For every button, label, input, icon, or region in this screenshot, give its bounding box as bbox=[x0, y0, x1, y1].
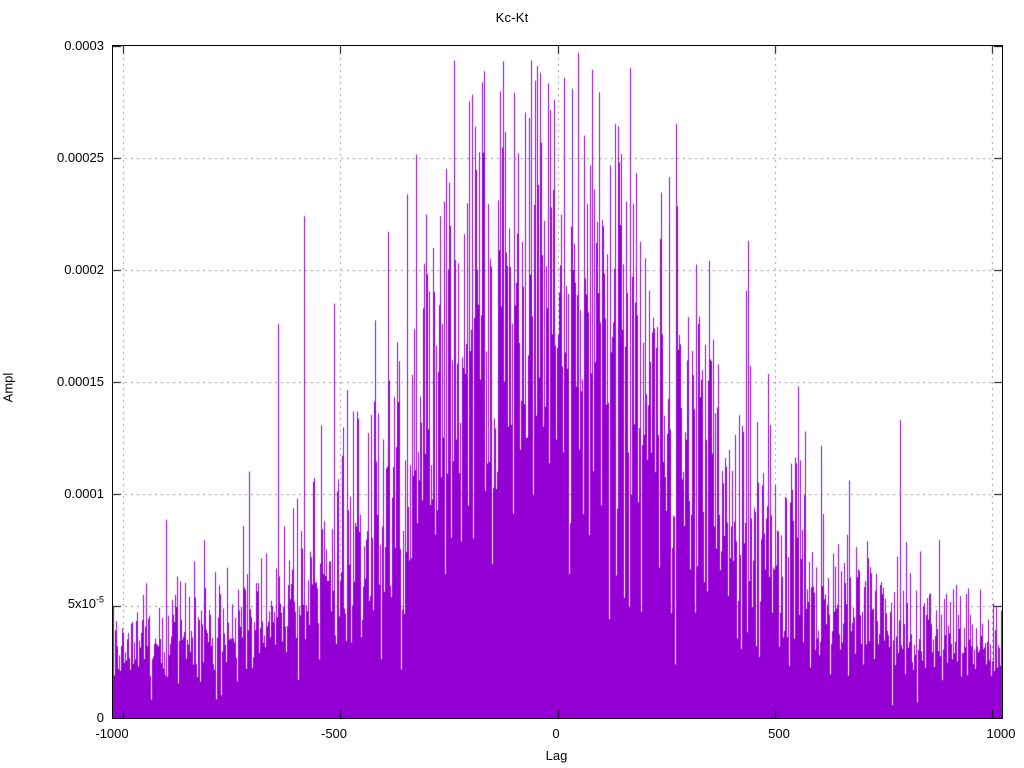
y-tick-label: 0.0002 bbox=[64, 262, 104, 277]
y-tick-label: 5x10-5 bbox=[67, 594, 104, 611]
x-tick-label: 1000 bbox=[986, 726, 1016, 741]
plot-canvas bbox=[113, 46, 1002, 718]
x-tick-label: 0 bbox=[552, 726, 560, 741]
x-tick-label: 500 bbox=[768, 726, 790, 741]
x-tick-label: -1000 bbox=[95, 726, 129, 741]
y-tick-label: 0.00015 bbox=[57, 374, 104, 389]
y-tick-label: 0 bbox=[96, 710, 104, 725]
chart-title: Kc-Kt bbox=[495, 10, 529, 25]
y-tick-label: 0.00025 bbox=[57, 150, 104, 165]
y-tick-label: 0.0001 bbox=[64, 486, 104, 501]
x-axis-label: Lag bbox=[545, 748, 568, 763]
x-tick-label: -500 bbox=[320, 726, 348, 741]
y-tick-label: 0.0003 bbox=[64, 38, 104, 53]
y-axis-tick-labels: 0.0003 0.00025 0.0002 0.00015 0.0001 5x1… bbox=[0, 0, 104, 768]
plot-area bbox=[112, 45, 1003, 719]
